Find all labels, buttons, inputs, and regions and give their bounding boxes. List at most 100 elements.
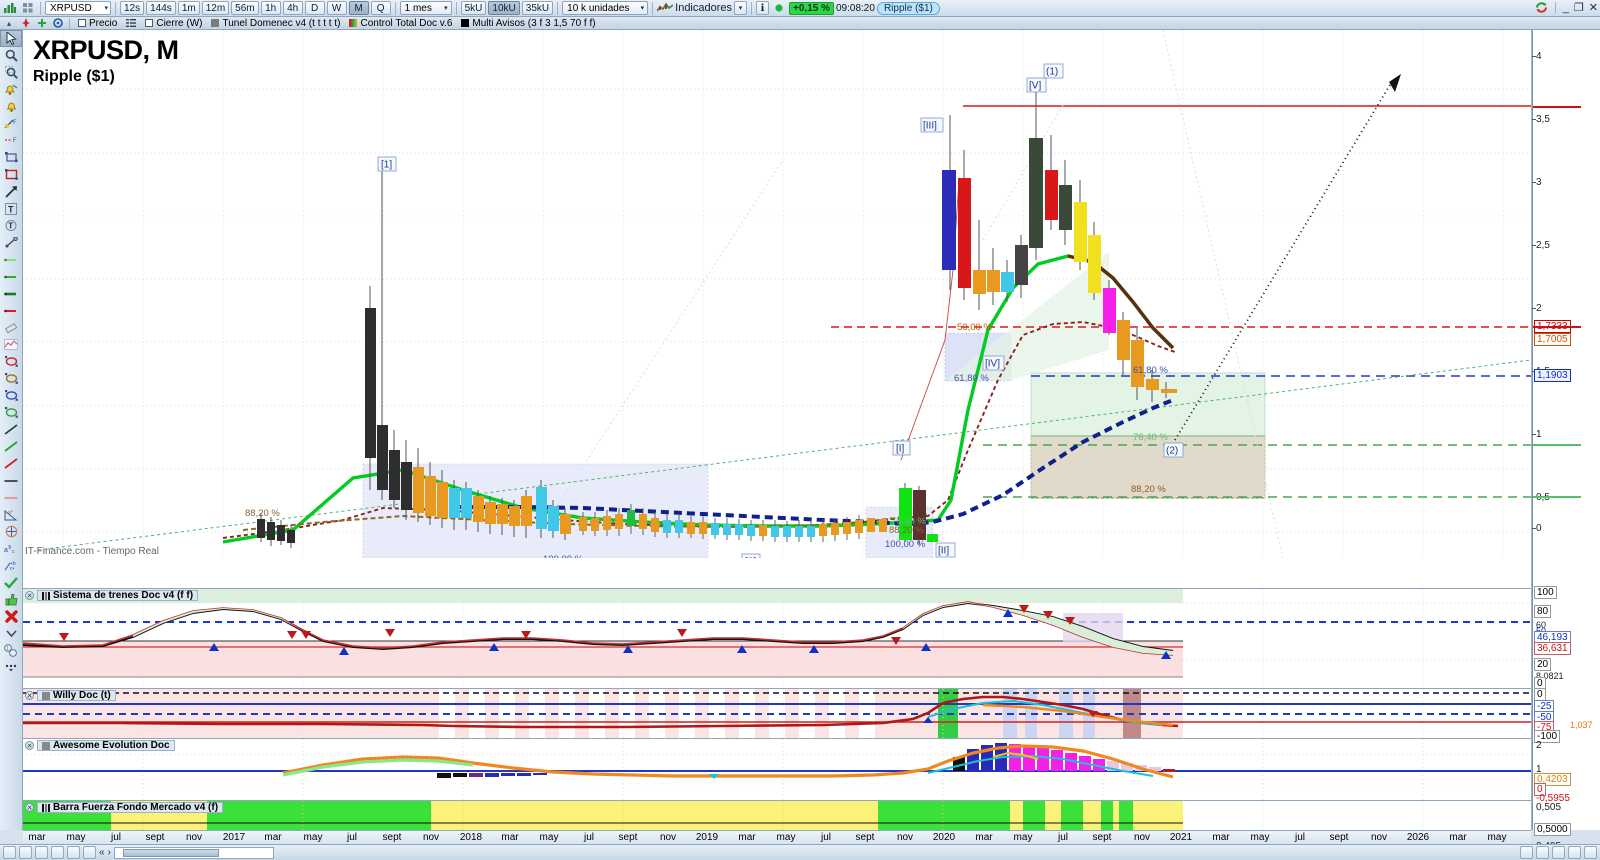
zoom-in-icon[interactable] (1568, 846, 1581, 859)
trenes-value-36631[interactable]: 36,631 (1534, 642, 1571, 655)
awesome-value-0[interactable]: 0 (1534, 783, 1546, 796)
close-button[interactable]: ✕ (1588, 2, 1598, 14)
timeframe-12m[interactable]: 12m (201, 1, 230, 15)
price-chart-svg[interactable]: 50,00 % 61,80 % 61,80 % 76,40 % 88,20 % … (23, 30, 1531, 558)
hline-pink-icon[interactable] (0, 489, 22, 506)
lock-icon[interactable] (83, 846, 96, 859)
copy-icon[interactable] (3, 846, 16, 859)
info-icon[interactable]: ℹ (756, 1, 770, 15)
angle-icon[interactable]: a° (0, 506, 22, 523)
segment-green-icon[interactable] (0, 438, 22, 455)
circle-x-icon[interactable]: ✕ (25, 691, 34, 700)
study-cierre[interactable]: Cierre (W) (142, 18, 205, 29)
green-plus-icon[interactable] (35, 18, 48, 29)
scrollbar-thumb[interactable] (122, 848, 219, 857)
units-10k-button[interactable]: 10kU (488, 1, 520, 15)
line-light-green-icon[interactable] (0, 251, 22, 268)
abc-blue-icon[interactable]: a b c + (0, 540, 22, 557)
zoom-in-icon[interactable] (0, 47, 22, 64)
minimize-button[interactable]: _ (1562, 1, 1569, 14)
timeframe-daily[interactable]: D (304, 1, 325, 15)
pane-tag[interactable]: Barra Fuerza Fondo Mercado v4 (f) (37, 802, 224, 813)
chevron-down-icon[interactable] (0, 625, 22, 642)
circle-x-icon[interactable]: ✕ (25, 741, 34, 750)
price-pane[interactable]: 50,00 % 61,80 % 61,80 % 76,40 % 88,20 % … (23, 30, 1531, 558)
instrument-badge[interactable]: Ripple ($1) (876, 1, 940, 15)
ellipse-green-icon[interactable] (0, 404, 22, 421)
timeline-scrollbar[interactable] (113, 846, 274, 859)
study-tunel-domenec[interactable]: Tunel Domenec v4 (t t t t t) (208, 18, 343, 29)
date-axis[interactable]: mar may jul sept nov 2017 mar may jul se… (23, 830, 1531, 844)
paste-icon[interactable] (19, 846, 32, 859)
eraser-icon[interactable] (0, 319, 22, 336)
circle-x-icon[interactable]: ✕ (25, 591, 34, 600)
timeframe-1h[interactable]: 1h (260, 1, 281, 15)
timeframe-monthly[interactable]: M (348, 1, 369, 15)
gear-blue-icon[interactable] (51, 18, 64, 29)
trend-alert-icon[interactable]: F (0, 115, 22, 132)
units-5k-button[interactable]: 5kU (460, 1, 487, 15)
price-marker-11903[interactable]: 1,1903 (1534, 369, 1571, 382)
period-selector[interactable]: 1 mes ▾ (399, 1, 452, 15)
horizontal-ray-icon[interactable]: F (0, 132, 22, 149)
timeframe-144s[interactable]: 144s (146, 1, 176, 15)
anchor-icon[interactable] (0, 234, 22, 251)
awesome-value-04203[interactable]: 0,4203 (1534, 773, 1571, 786)
refresh-icon[interactable] (1535, 1, 1548, 14)
grid-icon[interactable] (51, 846, 64, 859)
pane-tag[interactable]: Willy Doc (t) (37, 690, 116, 701)
arrow-icon[interactable] (0, 183, 22, 200)
timeframe-1m[interactable]: 1m (177, 1, 200, 15)
abc-wave-icon[interactable]: +b c• (0, 557, 22, 574)
alert-bell-icon[interactable] (0, 98, 22, 115)
restore-button[interactable]: ❐ (1573, 2, 1584, 14)
study-list-icon[interactable] (123, 18, 139, 29)
pane-sistema-de-trenes[interactable]: ✕ Sistema de trenes Doc v4 (f f) (23, 588, 1531, 688)
rectangle-draw-icon[interactable] (0, 166, 22, 183)
stamp-icon[interactable]: 1 (0, 642, 22, 659)
crosshair-circle-icon[interactable] (0, 523, 22, 540)
thumbsup-icon[interactable] (0, 591, 22, 608)
timeframe-56m[interactable]: 56m (231, 1, 259, 15)
red-pin-icon[interactable] (19, 18, 32, 29)
indicators-dropdown[interactable]: ▾ (734, 1, 748, 15)
search-icon[interactable] (1536, 846, 1549, 859)
more-dots-icon[interactable] (0, 659, 22, 676)
segment-red-icon[interactable] (0, 455, 22, 472)
nav-left-button[interactable]: « (99, 847, 105, 858)
timeframe-weekly[interactable]: W (326, 1, 347, 15)
cursor-arrow-icon[interactable] (0, 30, 22, 47)
check-green-icon[interactable] (0, 574, 22, 591)
checkbox-icon[interactable] (145, 19, 154, 27)
timeframe-quarterly[interactable]: Q (370, 1, 391, 15)
maximize-icon[interactable] (1584, 846, 1597, 859)
close-red-x-icon[interactable] (0, 608, 22, 625)
indicator-curve-icon[interactable] (657, 1, 674, 15)
rectangle-select-icon[interactable] (0, 149, 22, 166)
table-icon[interactable] (67, 846, 80, 859)
zoom-out-icon[interactable] (1552, 846, 1565, 859)
pane-willy-doc[interactable]: ✕ Willy Doc (t) (23, 688, 1531, 738)
pane-tag[interactable]: Awesome Evolution Doc (37, 740, 175, 751)
units-selector[interactable]: 10 k unidades ▾ (562, 1, 649, 15)
chart-logo-icon[interactable] (2, 1, 18, 15)
study-control-total[interactable]: Control Total Doc v.6 (346, 18, 455, 29)
nav-right-button[interactable]: › (107, 847, 111, 858)
line-red-icon[interactable] (0, 302, 22, 319)
segment-black-icon[interactable] (0, 421, 22, 438)
hline-black-icon[interactable] (0, 472, 22, 489)
grid-icon[interactable] (20, 1, 36, 15)
indicators-label[interactable]: Indicadores (675, 2, 733, 14)
indicator-curve-icon[interactable] (0, 336, 22, 353)
zoom-region-icon[interactable] (0, 64, 22, 81)
pane-tag[interactable]: Sistema de trenes Doc v4 (f f) (37, 590, 199, 601)
chart-container[interactable]: 50,00 % 61,80 % 61,80 % 76,40 % 88,20 % … (23, 30, 1531, 860)
alert-bell-add-icon[interactable] (0, 81, 22, 98)
camera-icon[interactable] (35, 846, 48, 859)
text-icon[interactable]: T (0, 200, 22, 217)
symbol-selector[interactable]: XRPUSD ▾ (45, 1, 111, 15)
timeframe-12s[interactable]: 12s (120, 1, 145, 15)
study-precio[interactable]: Precio (75, 18, 120, 29)
ellipse-red-icon[interactable] (0, 353, 22, 370)
awesome-evolution-svg[interactable] (23, 739, 1531, 800)
